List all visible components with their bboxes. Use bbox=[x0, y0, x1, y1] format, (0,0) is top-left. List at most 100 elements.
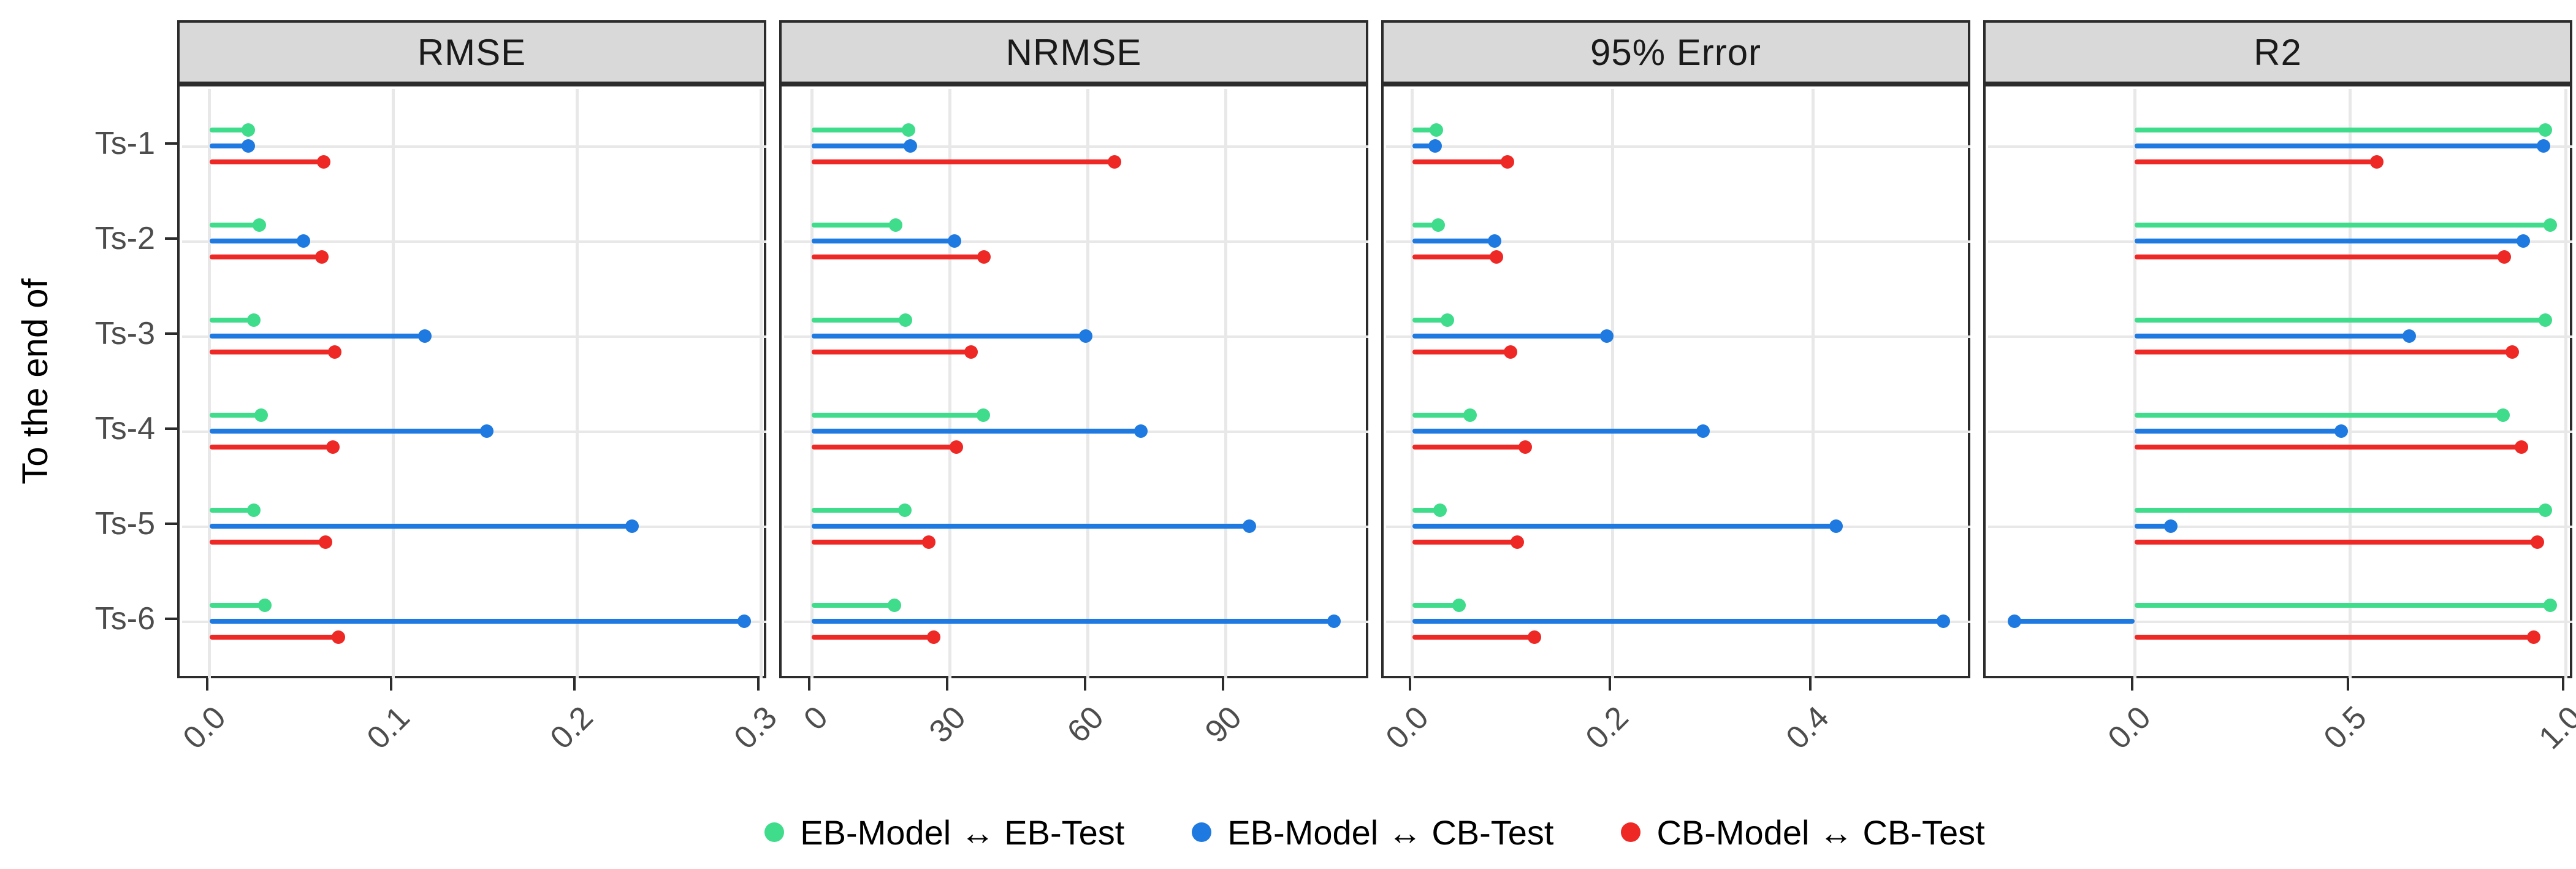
lollipop-stem bbox=[209, 413, 261, 418]
lollipop-stem bbox=[2135, 603, 2551, 608]
lollipop-stem bbox=[1412, 524, 1836, 529]
lollipop-dot bbox=[1519, 440, 1533, 454]
lollipop-stem bbox=[812, 318, 906, 323]
lollipop-dot bbox=[897, 503, 912, 517]
legend-label: EB-Model ↔ EB-Test bbox=[800, 813, 1125, 852]
lollipop-dot bbox=[1079, 329, 1093, 343]
facet-strip-nrmse: NRMSE bbox=[779, 20, 1368, 84]
lollipop-stem bbox=[1412, 429, 1703, 434]
facet-panel-r2 bbox=[1983, 84, 2572, 678]
lollipop-stem bbox=[209, 635, 338, 640]
x-tick-label: 0.4 bbox=[1779, 699, 1837, 756]
lollipop-stem bbox=[812, 239, 955, 243]
x-tick-mark bbox=[1609, 678, 1612, 691]
lollipop-dot bbox=[1489, 250, 1503, 264]
lollipop-dot bbox=[2539, 503, 2553, 517]
x-tick-mark bbox=[2562, 678, 2565, 691]
lollipop-stem bbox=[812, 159, 1115, 164]
lollipop-dot bbox=[327, 345, 341, 359]
x-tick-label: 30 bbox=[922, 699, 973, 750]
lollipop-stem bbox=[2135, 635, 2534, 640]
legend-label: EB-Model ↔ CB-Test bbox=[1227, 813, 1554, 852]
lollipop-stem bbox=[1412, 144, 1436, 148]
x-tick-label: 0.2 bbox=[543, 699, 601, 756]
gridline-horizontal bbox=[182, 240, 766, 243]
lollipop-dot bbox=[1327, 614, 1341, 628]
gridline-horizontal bbox=[1988, 620, 2572, 623]
lollipop-stem bbox=[2135, 445, 2521, 450]
lollipop-stem bbox=[2135, 223, 2551, 228]
lollipop-dot bbox=[2526, 630, 2540, 644]
lollipop-stem bbox=[209, 350, 335, 354]
lollipop-dot bbox=[2544, 218, 2558, 232]
y-tick-mark bbox=[165, 523, 177, 525]
lollipop-stem bbox=[2135, 334, 2410, 339]
x-tick-label: 0.0 bbox=[176, 699, 233, 756]
lollipop-dot bbox=[2544, 599, 2558, 612]
lollipop-stem bbox=[209, 239, 303, 243]
lollipop-dot bbox=[921, 535, 936, 549]
lollipop-stem bbox=[1412, 334, 1607, 339]
x-tick-mark bbox=[1408, 678, 1411, 691]
lollipop-dot bbox=[2515, 440, 2528, 454]
lollipop-dot bbox=[246, 313, 261, 327]
lollipop-stem bbox=[1412, 350, 1511, 354]
lollipop-dot bbox=[1696, 424, 1710, 438]
gridline-vertical bbox=[208, 89, 211, 678]
lollipop-dot bbox=[1527, 630, 1541, 644]
lollipop-dot bbox=[950, 440, 964, 454]
gridline-vertical bbox=[1086, 89, 1089, 678]
lollipop-stem bbox=[2135, 144, 2544, 148]
lollipop-stem bbox=[209, 144, 248, 148]
lollipop-dot bbox=[257, 599, 272, 612]
y-tick-label: Ts-3 bbox=[94, 316, 155, 351]
lollipop-dot bbox=[1487, 234, 1501, 248]
y-tick-label: Ts-1 bbox=[94, 126, 155, 161]
gridline-vertical bbox=[759, 89, 763, 678]
lollipop-dot bbox=[889, 218, 903, 232]
lollipop-stem bbox=[1412, 635, 1534, 640]
lollipop-dot bbox=[296, 234, 310, 248]
lollipop-dot bbox=[2370, 155, 2384, 169]
legend-item: EB-Model ↔ EB-Test bbox=[764, 813, 1124, 852]
lollipop-dot bbox=[1829, 519, 1843, 533]
legend-label: CB-Model ↔ CB-Test bbox=[1656, 813, 1985, 852]
gridline-vertical bbox=[392, 89, 395, 678]
lollipop-stem bbox=[812, 413, 983, 418]
x-tick-label: 0.2 bbox=[1579, 699, 1636, 756]
x-tick-mark bbox=[573, 678, 576, 691]
lollipop-stem bbox=[812, 429, 1141, 434]
x-tick-mark bbox=[205, 678, 208, 691]
gridline-horizontal bbox=[182, 145, 766, 148]
legend: EB-Model ↔ EB-Test EB-Model ↔ CB-Test CB-M… bbox=[177, 811, 2572, 854]
facet-panel-nrmse bbox=[779, 84, 1368, 678]
lollipop-dot bbox=[2497, 250, 2511, 264]
lollipop-stem bbox=[812, 540, 929, 545]
gridline-horizontal bbox=[1386, 335, 1970, 338]
lollipop-stem bbox=[812, 223, 896, 228]
lollipop-stem bbox=[2135, 255, 2504, 259]
legend-item: EB-Model ↔ CB-Test bbox=[1192, 813, 1553, 852]
lollipop-stem bbox=[812, 334, 1086, 339]
lollipop-dot bbox=[318, 535, 332, 549]
lollipop-stem bbox=[2135, 508, 2546, 513]
facet-strip-95-error: 95% Error bbox=[1381, 20, 1970, 84]
lollipop-stem bbox=[209, 445, 333, 450]
lollipop-stem bbox=[209, 619, 745, 624]
lollipop-stem bbox=[2014, 619, 2135, 624]
gridline-vertical bbox=[575, 89, 579, 678]
lollipop-dot bbox=[2539, 123, 2553, 137]
lollipop-stem bbox=[812, 635, 934, 640]
lollipop-dot bbox=[2334, 424, 2349, 438]
lollipop-stem bbox=[1412, 619, 1943, 624]
lollipop-dot bbox=[241, 123, 255, 137]
x-tick-mark bbox=[808, 678, 811, 691]
lollipop-stem bbox=[2135, 540, 2538, 545]
lollipop-dot bbox=[331, 630, 345, 644]
gridline-vertical bbox=[948, 89, 951, 678]
lollipop-dot bbox=[625, 519, 639, 533]
lollipop-stem bbox=[812, 255, 984, 259]
lollipop-stem bbox=[812, 128, 909, 132]
lollipop-stem bbox=[812, 144, 911, 148]
